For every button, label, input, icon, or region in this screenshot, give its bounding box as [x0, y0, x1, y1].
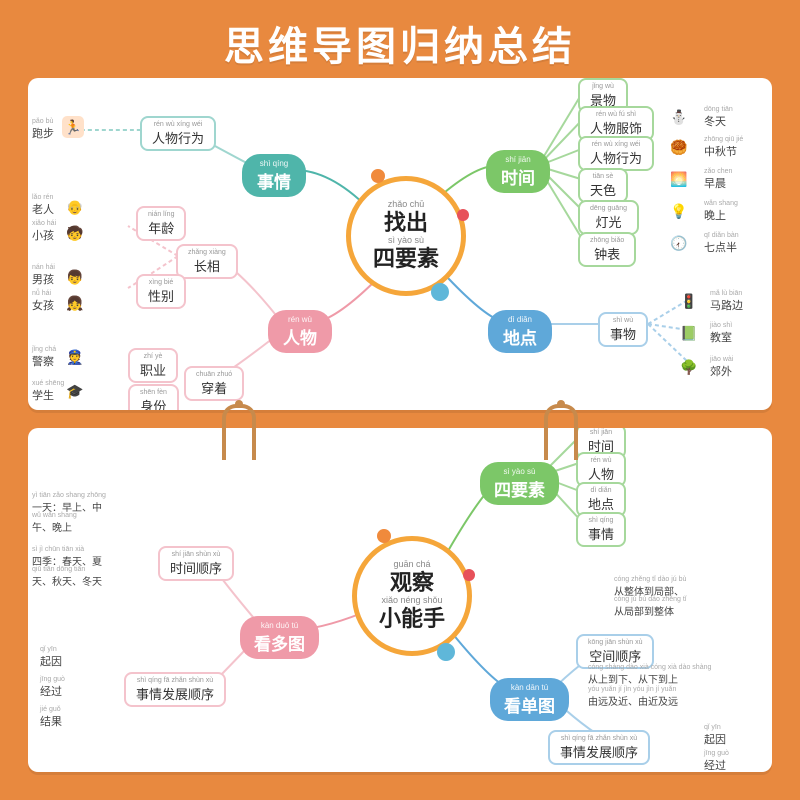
child-icon: 🧒: [64, 222, 86, 244]
moon-icon: 🥮: [668, 136, 690, 158]
leaf-xuesheng: xué shēng学生: [32, 380, 64, 403]
box-zhiye: zhí yè职业: [128, 348, 178, 383]
board-icon: 📗: [678, 322, 700, 344]
leaf-siji2: qiū tiān dōng tiān天、秋天、冬天: [32, 566, 102, 588]
elder-icon: 👴: [64, 196, 86, 218]
police-icon: 👮: [64, 346, 86, 368]
clock-icon: 🕢: [668, 232, 690, 254]
box-shiqing2: shì qíng事情: [576, 512, 626, 547]
leaf-yuanjin: yóu yuǎn jí jìn yóu jìn jí yuǎn由远及近、由近及远: [588, 686, 678, 708]
branch-shijian: shí jiān时间: [486, 150, 550, 193]
mindmap-card-2: guān chá 观察 xiǎo néng shǒu 小能手 sì yào sù…: [28, 428, 772, 772]
lamp-icon: 💡: [668, 200, 690, 222]
leaf-siji1: sì jì chūn tiān xià四季：春天、夏: [32, 546, 102, 568]
binder-clip-left: [210, 402, 268, 446]
leaf-zhongqiu: zhōng qiū jié中秋节: [704, 136, 743, 159]
box-dengguang: dēng guāng灯光: [578, 200, 639, 235]
leaf-malubian: mǎ lù biān马路边: [710, 290, 743, 313]
leaf-paobu: pǎo bù跑步: [32, 118, 54, 141]
runner-icon: 🏃: [62, 116, 84, 138]
road-icon: 🚦: [678, 290, 700, 312]
girl-icon: 👧: [64, 292, 86, 314]
box-xingbie: xìng bié性别: [136, 274, 186, 309]
leaf-nvhai: nǚ hái女孩: [32, 290, 54, 313]
leaf-yitian1: yì tiān zǎo shang zhōng一天：早上、中: [32, 492, 106, 514]
box-shiqingfazhan2: shì qíng fā zhǎn shùn xù事情发展顺序: [548, 730, 650, 765]
leaf-qidianban: qī diǎn bàn七点半: [704, 232, 739, 255]
branch-didian: dì diǎn地点: [488, 310, 552, 353]
leaf-zhengti1: cóng zhěng tǐ dào jú bù从整体到局部、: [614, 576, 686, 598]
page-title: 思维导图归纳总结: [0, 0, 800, 82]
box-shiqingfazhan: shì qíng fā zhǎn shùn xù事情发展顺序: [124, 672, 226, 707]
leaf-dongtian: dōng tiān冬天: [704, 106, 733, 129]
box-zhongbiao: zhōng biǎo钟表: [578, 232, 636, 267]
box-nianling: nián líng年龄: [136, 206, 186, 241]
tree-icon: 🌳: [678, 356, 700, 378]
branch-shiqing: shì qíng事情: [242, 154, 306, 197]
student-icon: 🎓: [64, 380, 86, 402]
leaf-jieguo: jié guǒ结果: [40, 706, 62, 729]
center-node-1: zhǎo chū 找出 sì yào sù 四要素: [346, 176, 466, 296]
box-shiwu: shì wù事物: [598, 312, 648, 347]
mindmap-card-1: zhǎo chū 找出 sì yào sù 四要素 shì qíng事情 shí…: [28, 78, 772, 410]
leaf-jiaoshi: jiào shì教室: [710, 322, 732, 345]
box-tianse: tiān sè天色: [578, 168, 628, 203]
box-renwuxingwei: rén wù xíng wéi人物行为: [140, 116, 216, 151]
leaf-jingguo2: jīng guò经过: [704, 750, 729, 772]
boy-icon: 👦: [64, 266, 86, 288]
box-xingwei2: rén wù xíng wéi人物行为: [578, 136, 654, 171]
leaf-qiyin: qǐ yīn起因: [40, 646, 62, 669]
leaf-zaochen: zǎo chen早晨: [704, 168, 732, 191]
box-chuanzhuo: chuān zhuó穿着: [184, 366, 244, 401]
leaf-laoren: lǎo rén老人: [32, 194, 54, 217]
binder-clip-right: [532, 402, 590, 446]
leaf-nanhai: nán hái男孩: [32, 264, 55, 287]
winter-icon: ⛄: [668, 106, 690, 128]
box-zhangxiang: zhǎng xiàng长相: [176, 244, 238, 279]
leaf-qiyin2: qǐ yīn起因: [704, 724, 726, 747]
leaf-jingcha: jǐng chá警察: [32, 346, 56, 369]
leaf-jingguo: jīng guò经过: [40, 676, 65, 699]
leaf-jiaowai: jiāo wài郊外: [710, 356, 733, 379]
center-node-2: guān chá 观察 xiǎo néng shǒu 小能手: [352, 536, 472, 656]
sun-icon: 🌅: [668, 168, 690, 190]
box-shenfen: shēn fèn身份: [128, 384, 179, 410]
branch-kanduotu: kàn duō tú看多图: [240, 616, 319, 659]
leaf-wanshang: wǎn shang晚上: [704, 200, 738, 223]
leaf-xiaohai: xiǎo hái小孩: [32, 220, 56, 243]
leaf-shangxia: cóng shàng dào xià cóng xià dào shàng从上到…: [588, 664, 711, 686]
leaf-yitian2: wǔ wǎn shang午、晚上: [32, 512, 77, 534]
box-shijianshunxu: shí jiān shùn xù时间顺序: [158, 546, 234, 581]
branch-renwu: rén wù人物: [268, 310, 332, 353]
branch-siyaosu: sì yào sù四要素: [480, 462, 559, 505]
branch-kandantu: kàn dān tú看单图: [490, 678, 569, 721]
leaf-zhengti2: cóng jú bù dào zhěng tǐ从局部到整体: [614, 596, 686, 618]
